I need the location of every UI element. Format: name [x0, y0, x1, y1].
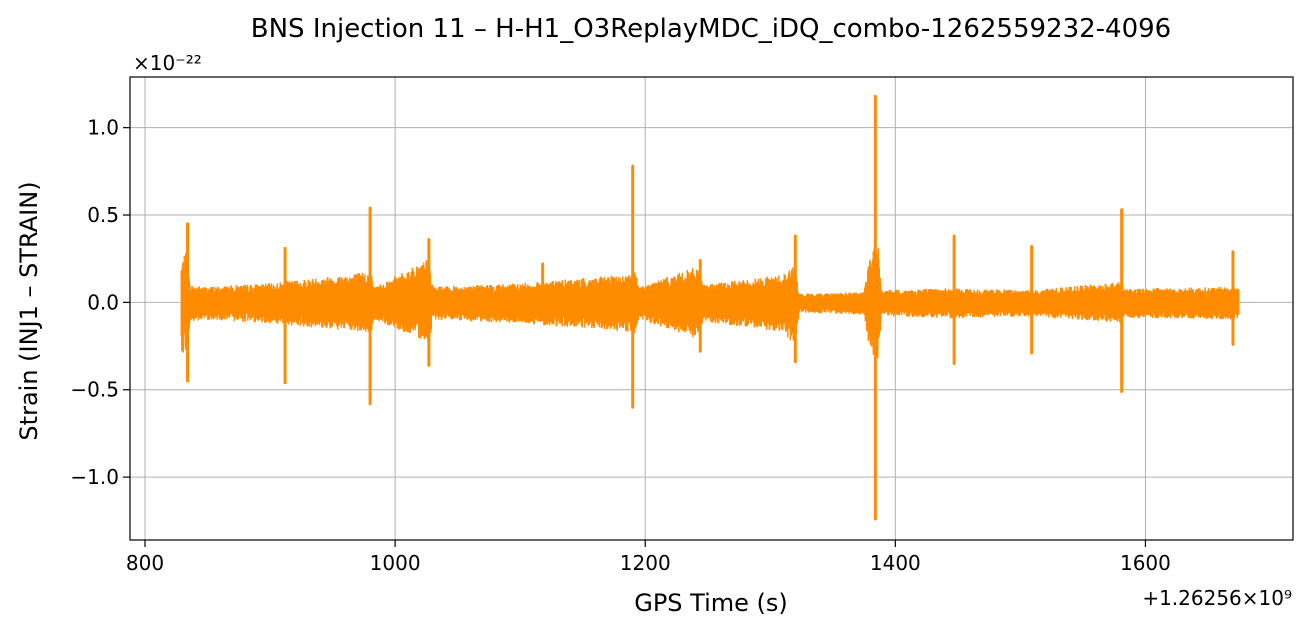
x-tick-label: 1200 — [620, 551, 671, 575]
strain-series-line — [180, 247, 1240, 359]
x-offset-label: +1.26256×10⁹ — [1142, 586, 1292, 610]
x-tick-label: 1000 — [370, 551, 421, 575]
x-tick-label: 800 — [126, 551, 164, 575]
x-axis-label: GPS Time (s) — [634, 589, 788, 617]
y-tick-label: 1.0 — [87, 116, 119, 140]
y-tick-label: −0.5 — [70, 378, 119, 402]
plot-frame — [129, 76, 1294, 541]
y-tick-label: 0.0 — [87, 290, 119, 314]
x-tick-label: 1600 — [1120, 551, 1171, 575]
y-axis-label: Strain (INJ1 – STRAIN) — [15, 181, 43, 440]
data-series — [180, 94, 1240, 521]
y-multiplier-label: ×10⁻²² — [133, 51, 202, 75]
ticks: 800 1000 1200 1400 1600 1.0 0.5 0.0 −0.5 −1.0 — [70, 116, 1170, 575]
chart-title: BNS Injection 11 – H-H1_O3ReplayMDC_iDQ_… — [251, 14, 1171, 44]
y-tick-label: 0.5 — [87, 203, 119, 227]
y-tick-label: −1.0 — [70, 465, 119, 489]
x-tick-label: 1400 — [870, 551, 921, 575]
